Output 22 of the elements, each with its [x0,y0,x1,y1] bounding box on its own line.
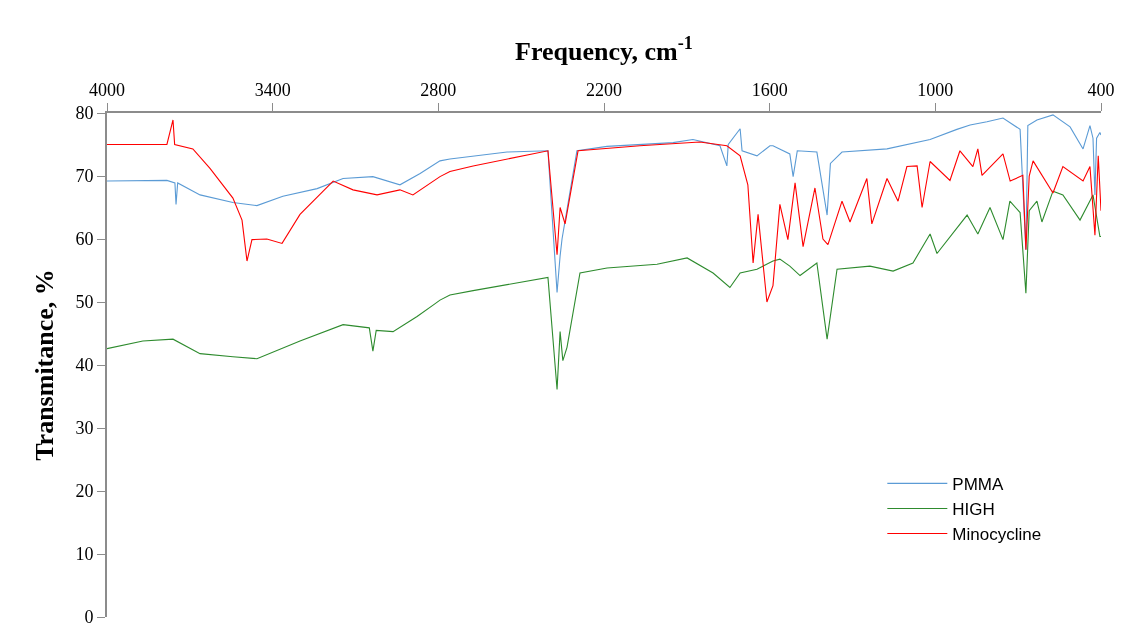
y-tick-label: 80 [75,103,94,124]
x-tick-label: 2800 [420,79,457,100]
y-tick-label: 40 [75,355,94,376]
y-tick-label: 70 [75,166,94,187]
y-tick-label: 20 [75,481,94,502]
x-tick-label: 4000 [89,79,125,100]
y-tick-label: 10 [75,544,94,565]
x-tick-label: 1000 [917,79,954,100]
y-tick-label: 30 [75,418,94,439]
y-axis-title: Transmitance, % [30,269,60,461]
legend-label: HIGH [952,500,995,520]
legend-label: Minocycline [952,525,1042,545]
y-tick-label: 50 [75,292,94,313]
y-tick-label: 0 [84,607,94,628]
y-tick-label: 60 [75,229,94,250]
line-series [107,190,1101,391]
x-tick-label: 1600 [751,79,788,100]
x-axis-title: Frequency, cm$^{-1}$ [515,32,693,66]
x-tick-label: 2200 [586,79,622,100]
x-tick-label: 400 [1087,79,1115,100]
x-tick-label: 3400 [254,79,291,100]
legend-label: PMMA [952,474,1004,494]
